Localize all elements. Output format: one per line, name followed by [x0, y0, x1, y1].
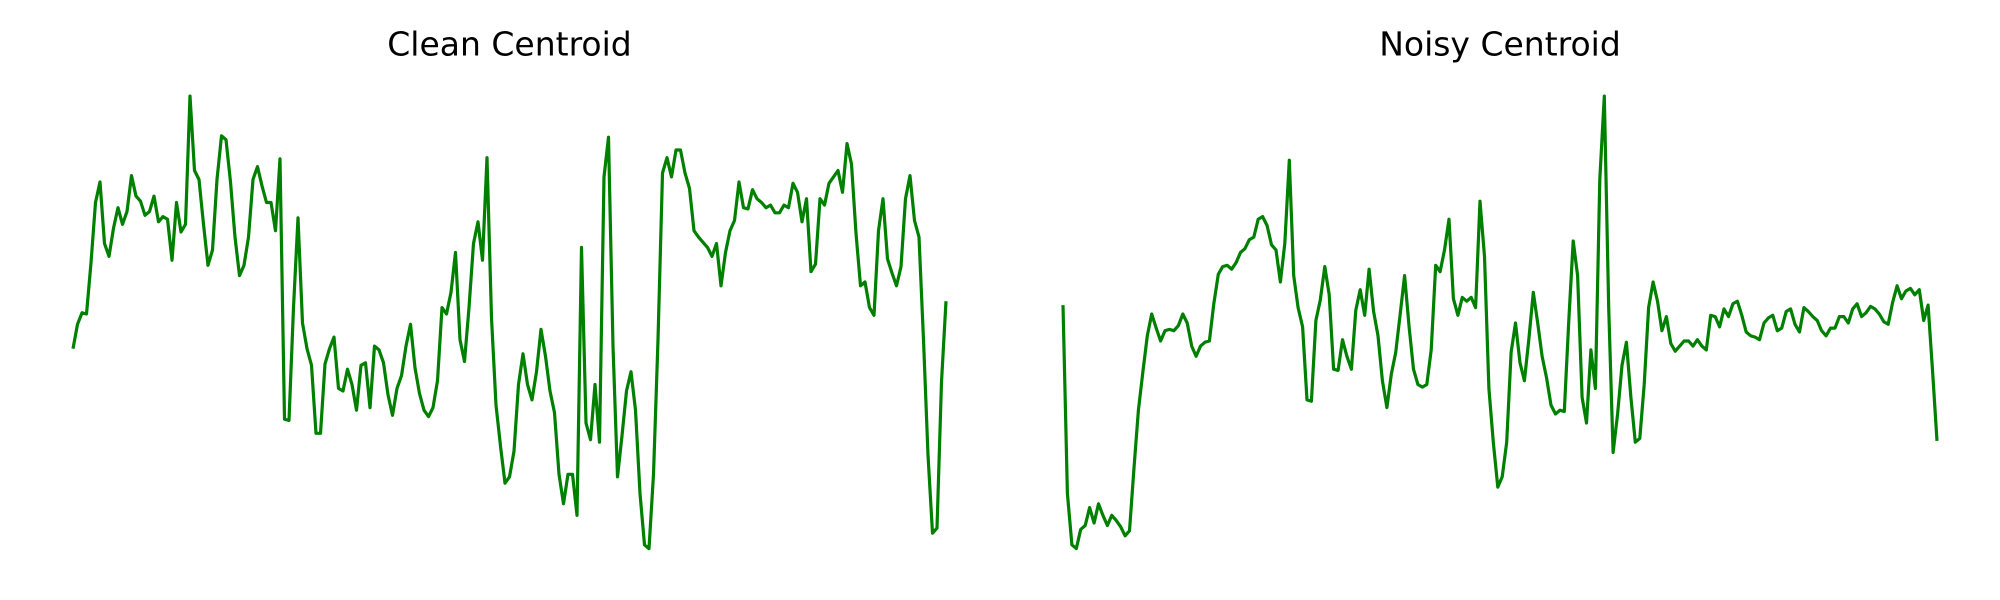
- data-line: [71, 94, 948, 551]
- chart-title: Clean Centroid: [387, 25, 632, 64]
- data-line: [1061, 94, 1939, 551]
- chart-title: Noisy Centroid: [1379, 25, 1621, 64]
